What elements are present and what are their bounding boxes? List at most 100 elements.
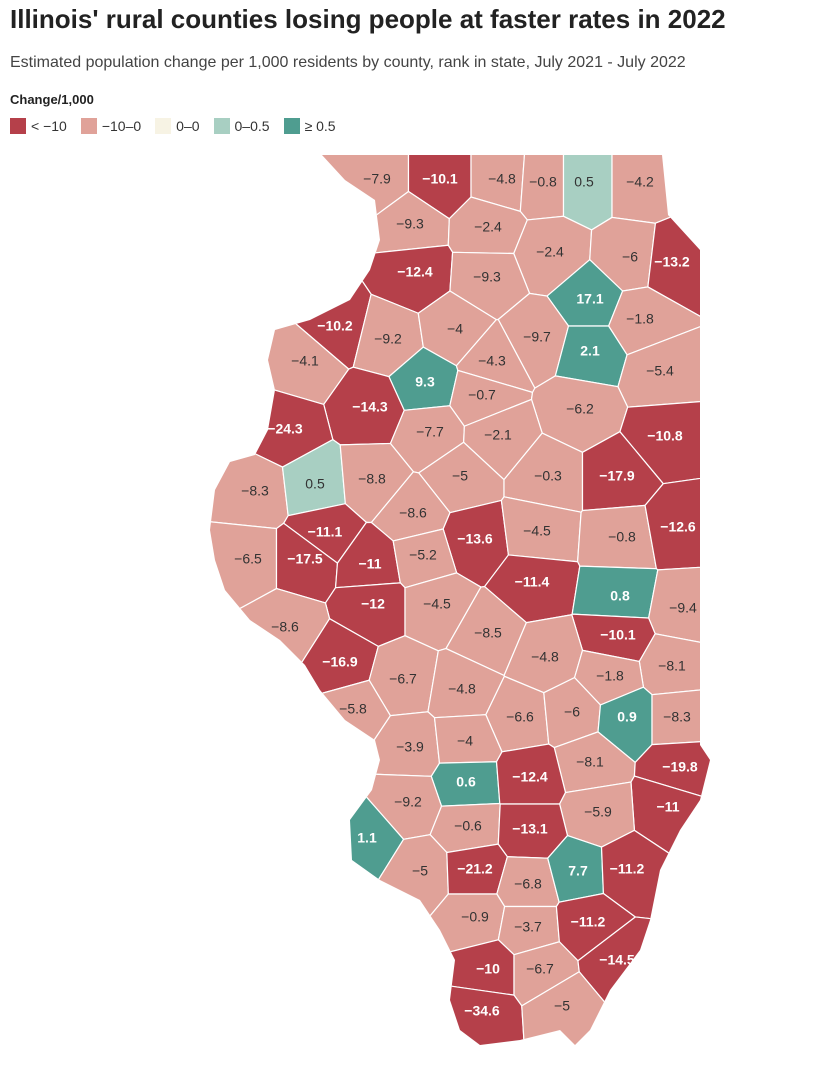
county-label: −8.3 [241,483,269,499]
county [210,974,527,1045]
county-label: −4.2 [626,174,654,190]
county-label: −9.7 [523,329,551,345]
county-label: −11.1 [308,524,343,540]
county-label: −8.1 [576,754,604,770]
county-label: −4.8 [448,681,476,697]
county-label: −4.5 [523,523,551,539]
county-label: −12.4 [397,264,433,280]
county-label: 1.1 [357,830,377,846]
county-label: −17.9 [599,468,635,484]
legend-item: < −10 [10,118,67,134]
county-label: −11.2 [610,861,645,877]
county-label: 0.8 [610,588,630,604]
county-label: −4 [447,321,463,337]
county-label: −4.8 [531,649,559,665]
county-label: −6.7 [526,961,554,977]
county-label: −1.8 [626,311,654,327]
legend-item: −10–0 [80,118,142,134]
county-label: −0.8 [529,174,557,190]
county-label: −0.6 [454,818,482,834]
legend-item: ≥ 0.5 [283,118,336,134]
county-label: −9.3 [473,269,501,285]
county [210,155,410,248]
county-label: −0.3 [534,468,562,484]
county-label: −6.7 [389,671,417,687]
county-label: 0.5 [574,174,594,190]
county-label: −5 [554,998,570,1014]
county-label: −3.9 [396,739,424,755]
county-label: −9.2 [394,794,422,810]
county-label: −4 [457,733,473,749]
county-label: 0.9 [617,709,637,725]
county-label: −10.1 [600,627,636,643]
county-label: −5.4 [646,363,674,379]
legend-label: 0–0 [176,118,200,134]
county-label: −34.6 [464,1003,500,1019]
county-label: −12.6 [660,519,696,535]
county [210,679,392,794]
legend-item: 0–0 [155,118,200,134]
legend-swatch [155,118,172,134]
legend-label: < −10 [31,118,67,134]
subtitle: Estimated population change per 1,000 re… [10,54,686,71]
county-label: −11.2 [571,914,606,930]
legend-label: ≥ 0.5 [304,118,336,134]
legend-label: 0–0.5 [234,118,270,134]
county-label: 17.1 [576,291,603,307]
county-label: −10.2 [317,318,353,334]
county-label: −2.4 [536,244,564,260]
county-label: −6 [564,704,580,720]
county-label: −9.4 [669,600,697,616]
county-label: −13.2 [654,254,690,270]
county-label: −2.1 [484,427,512,443]
county [210,775,405,1045]
county-label: −12 [361,596,385,612]
legend-swatch [283,118,300,134]
county-label: −16.9 [322,654,358,670]
title: Illinois' rural counties losing people a… [10,4,726,34]
county-label: −0.9 [461,909,489,925]
county-label: −24.3 [267,421,303,437]
county-label: −8.3 [663,709,691,725]
county-label: −11.4 [515,574,550,590]
county-label: 0.5 [305,476,325,492]
legend-swatch [213,118,230,134]
county-label: −1.8 [596,668,624,684]
county-label: −17.5 [287,551,323,567]
county [210,587,331,778]
county-label: −10.1 [422,171,458,187]
county-label: −5 [452,468,468,484]
county-label: −7.7 [416,424,444,440]
county-label: −11 [359,556,382,572]
county-label: −6.5 [234,551,262,567]
county-label: −4.8 [488,171,516,187]
legend: < −10 −10–0 0–0 0–0.5 ≥ 0.5 [10,118,336,134]
county-label: −8.6 [271,619,299,635]
legend-item: 0–0.5 [213,118,270,134]
county-label: −9.3 [396,216,424,232]
county-label: −5.8 [339,701,367,717]
county-label: −6.2 [566,401,594,417]
county-label: −5.9 [584,804,612,820]
county-label: −14.5 [599,952,635,968]
county-label: 0.6 [456,774,476,790]
county-label: −0.8 [608,529,636,545]
county-label: −4.3 [478,353,506,369]
county-label: −8.5 [474,625,502,641]
county-label: −5.2 [409,547,437,563]
county-label: −7.9 [363,171,391,187]
county-label: −6.6 [506,709,534,725]
legend-title: Change/1,000 [10,92,94,107]
legend-label: −10–0 [101,118,142,134]
county-label: −19.8 [662,759,698,775]
county-labels: −7.9 −10.1 −4.8 −0.8 0.5 −4.2 −9.3 −2.4 −2.4 −6 −1… [234,171,698,1019]
county-label: −9.2 [374,331,402,347]
county-label: −8.1 [658,658,686,674]
county-label: −3.7 [514,919,542,935]
county-label: −10.8 [647,428,683,444]
county-label: −5 [412,863,428,879]
legend-swatch [80,118,97,134]
county-label: −13.1 [512,821,548,837]
